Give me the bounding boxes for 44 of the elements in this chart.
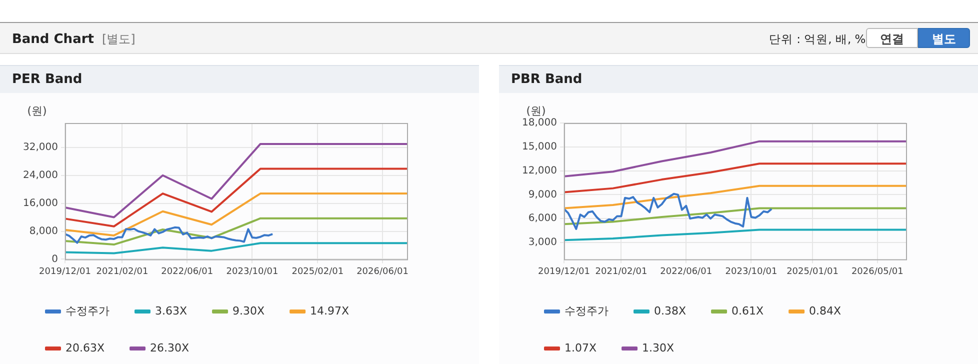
- y-tick-label: 18,000: [522, 118, 557, 129]
- y-tick-label: 6,000: [528, 213, 557, 224]
- legend-label: 20.63X: [66, 341, 105, 354]
- y-axis-title: (원): [27, 104, 47, 118]
- y-tick-label: 9,000: [528, 189, 557, 200]
- chart-title: PBR Band: [499, 65, 978, 93]
- legend-label: 14.97X: [310, 304, 350, 318]
- legend-label: 9.30X: [232, 304, 266, 318]
- y-tick-label: 8,000: [29, 226, 58, 237]
- x-tick-label: 2026/05/01: [851, 266, 904, 277]
- legend-label: 0.61X: [732, 304, 764, 318]
- y-axis-title: (원): [526, 104, 546, 118]
- x-tick-label: 2023/10/01: [725, 266, 778, 277]
- x-tick-label: 2021/02/01: [96, 266, 148, 277]
- text: 단위 : 억원, 배, %: [769, 32, 866, 47]
- chart-title: PER Band: [0, 65, 479, 93]
- y-tick-label: 0: [52, 254, 58, 265]
- y-tick-label: 3,000: [528, 237, 557, 248]
- x-tick-label: 2022/06/01: [161, 266, 214, 277]
- y-tick-label: 15,000: [522, 141, 557, 152]
- text: [별도]: [102, 31, 136, 48]
- text: 연결: [866, 28, 918, 48]
- legend-label: 3.63X: [155, 304, 188, 318]
- text: Band Chart: [12, 32, 94, 47]
- y-tick-label: 32,000: [22, 142, 58, 154]
- legend-label: 수정주가: [564, 304, 608, 318]
- legend-label: 26.30X: [150, 341, 190, 354]
- legend-label: 1.07X: [564, 341, 597, 354]
- x-tick-label: 2023/10/01: [226, 266, 278, 277]
- y-tick-label: 24,000: [22, 170, 58, 181]
- legend-label: 0.38X: [654, 304, 686, 318]
- legend-label: 0.84X: [809, 304, 842, 318]
- text: 별도: [918, 28, 970, 48]
- x-tick-label: 2026/06/01: [356, 266, 408, 277]
- x-tick-label: 2019/12/01: [39, 266, 91, 277]
- x-tick-label: 2025/01/01: [786, 266, 838, 277]
- x-tick-label: 2021/02/01: [595, 266, 648, 277]
- x-tick-label: 2022/06/01: [660, 266, 712, 277]
- legend-label: 1.30X: [642, 341, 675, 354]
- legend-label: 수정주가: [66, 304, 110, 318]
- y-tick-label: 12,000: [522, 165, 557, 176]
- y-tick-label: 16,000: [22, 198, 58, 209]
- x-tick-label: 2025/02/01: [292, 266, 344, 277]
- x-tick-label: 2019/12/01: [538, 266, 590, 277]
